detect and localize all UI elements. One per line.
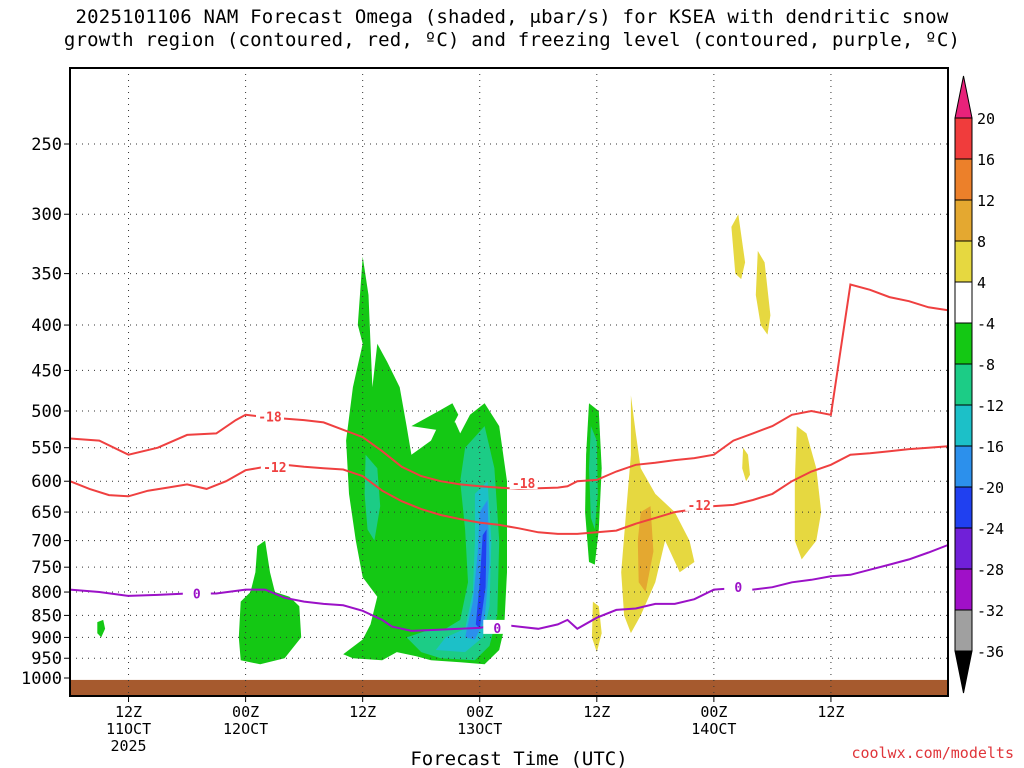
contour-label-bg-0	[182, 585, 211, 600]
colorbar-label-3: 8	[977, 233, 986, 251]
y-tick-label-850: 850	[31, 606, 62, 626]
contour-label-0: 0	[193, 587, 201, 602]
colorbar-label-11: -28	[977, 561, 1004, 579]
colorbar-swatch-0	[954, 117, 973, 160]
colorbar-label-7: -12	[977, 397, 1004, 415]
contour-label--18: -18	[258, 410, 282, 425]
contour-label-bg-extra1	[685, 496, 714, 511]
x-tick-sub-6: 11OCT	[106, 720, 151, 738]
contour-label--12: -12	[263, 461, 286, 476]
x-tick-sub2-6: 2025	[110, 737, 146, 755]
omega-region-green-dot	[97, 619, 106, 638]
colorbar-label-0: 20	[977, 110, 995, 128]
contour-label-bg-extra3	[724, 579, 753, 594]
contour-label-bg-extra0	[509, 475, 538, 490]
colorbar-swatch-4	[954, 281, 973, 324]
omega-region-yellow-top2	[755, 250, 771, 335]
y-tick-label-550: 550	[31, 439, 62, 459]
plot-area	[70, 68, 948, 696]
colorbar-label-8: -16	[977, 438, 1004, 456]
omega-region-teal-streak	[364, 454, 381, 541]
x-tick-label-66: 00Z	[700, 703, 727, 721]
contour-line--18	[69, 283, 949, 490]
x-tick-label-30: 12Z	[349, 703, 376, 721]
x-tick-label-78: 12Z	[817, 703, 844, 721]
colorbar-arrow-top	[954, 75, 973, 119]
contour-label-bg--12	[260, 458, 289, 473]
colorbar-swatch-8	[954, 445, 973, 488]
y-tick-label-600: 600	[31, 472, 62, 492]
x-tick-sub-42: 13OCT	[457, 720, 502, 738]
contour-label-extra1: -12	[687, 499, 710, 514]
y-tick-label-450: 450	[31, 361, 62, 381]
y-tick-label-800: 800	[31, 583, 62, 603]
y-tick-label-900: 900	[31, 628, 62, 648]
ground-fill	[70, 679, 948, 697]
omega-region-yellow-right	[794, 426, 822, 560]
colorbar-swatch-1	[954, 158, 973, 201]
x-tick-label-6: 12Z	[115, 703, 142, 721]
colorbar-swatch-3	[954, 240, 973, 283]
omega-region-teal-streak2	[589, 426, 598, 530]
contour-label-extra3: 0	[734, 581, 742, 596]
colorbar-swatch-5	[954, 322, 973, 365]
y-tick-label-650: 650	[31, 503, 62, 523]
y-tick-label-250: 250	[31, 135, 62, 155]
x-tick-label-42: 00Z	[466, 703, 493, 721]
y-tick-label-1000: 1000	[21, 669, 62, 689]
omega-region-green-left	[238, 540, 302, 665]
chart-title: 2025101106 NAM Forecast Omega (shaded, μ…	[0, 6, 1024, 52]
contour-line--12	[69, 445, 949, 535]
contour-label-bg--18	[255, 408, 284, 423]
x-tick-label-18: 00Z	[232, 703, 259, 721]
colorbar-swatch-12	[954, 609, 973, 652]
omega-region-orange	[637, 506, 654, 592]
colorbar-label-5: -4	[977, 315, 995, 333]
contour-label-bg-extra2	[483, 619, 512, 634]
omega-region-green-main	[343, 256, 507, 665]
colorbar-label-13: -36	[977, 643, 1004, 661]
omega-region-yellow-tiny	[742, 447, 750, 482]
colorbar-label-9: -20	[977, 479, 1004, 497]
colorbar-swatch-11	[954, 568, 973, 611]
y-tick-label-500: 500	[31, 402, 62, 422]
y-tick-label-300: 300	[31, 205, 62, 225]
omega-region-yellow-top1	[731, 214, 746, 280]
y-tick-label-950: 950	[31, 649, 62, 669]
x-tick-sub-18: 12OCT	[223, 720, 268, 738]
x-tick-sub-66: 14OCT	[691, 720, 736, 738]
colorbar-label-10: -24	[977, 520, 1004, 538]
omega-region-darkblue-core	[475, 529, 487, 629]
colorbar-label-12: -32	[977, 602, 1004, 620]
y-tick-label-700: 700	[31, 532, 62, 552]
contour-label-extra0: -18	[512, 477, 536, 492]
colorbar-swatch-6	[954, 363, 973, 406]
colorbar-label-1: 16	[977, 151, 995, 169]
contour-label-extra2: 0	[493, 622, 501, 637]
chart-title-line1: 2025101106 NAM Forecast Omega (shaded, μ…	[75, 6, 949, 28]
plot-frame	[69, 67, 949, 697]
x-axis-label: Forecast Time (UTC)	[410, 748, 627, 768]
colorbar-arrow-bottom	[954, 650, 973, 694]
omega-region-green-upper-left	[411, 403, 459, 430]
y-tick-label-350: 350	[31, 265, 62, 285]
x-tick-label-54: 12Z	[583, 703, 610, 721]
contour-line-0	[69, 544, 949, 632]
colorbar-swatch-7	[954, 404, 973, 447]
colorbar-swatch-2	[954, 199, 973, 242]
colorbar-label-6: -8	[977, 356, 995, 374]
colorbar-swatch-9	[954, 486, 973, 529]
y-tick-label-750: 750	[31, 558, 62, 578]
site-credit: coolwx.com/modelts	[851, 744, 1014, 762]
colorbar-label-4: 4	[977, 274, 986, 292]
y-tick-label-400: 400	[31, 316, 62, 336]
chart-title-line2: growth region (contoured, red, ºC) and f…	[63, 29, 961, 51]
colorbar-label-2: 12	[977, 192, 995, 210]
colorbar-swatch-10	[954, 527, 973, 570]
